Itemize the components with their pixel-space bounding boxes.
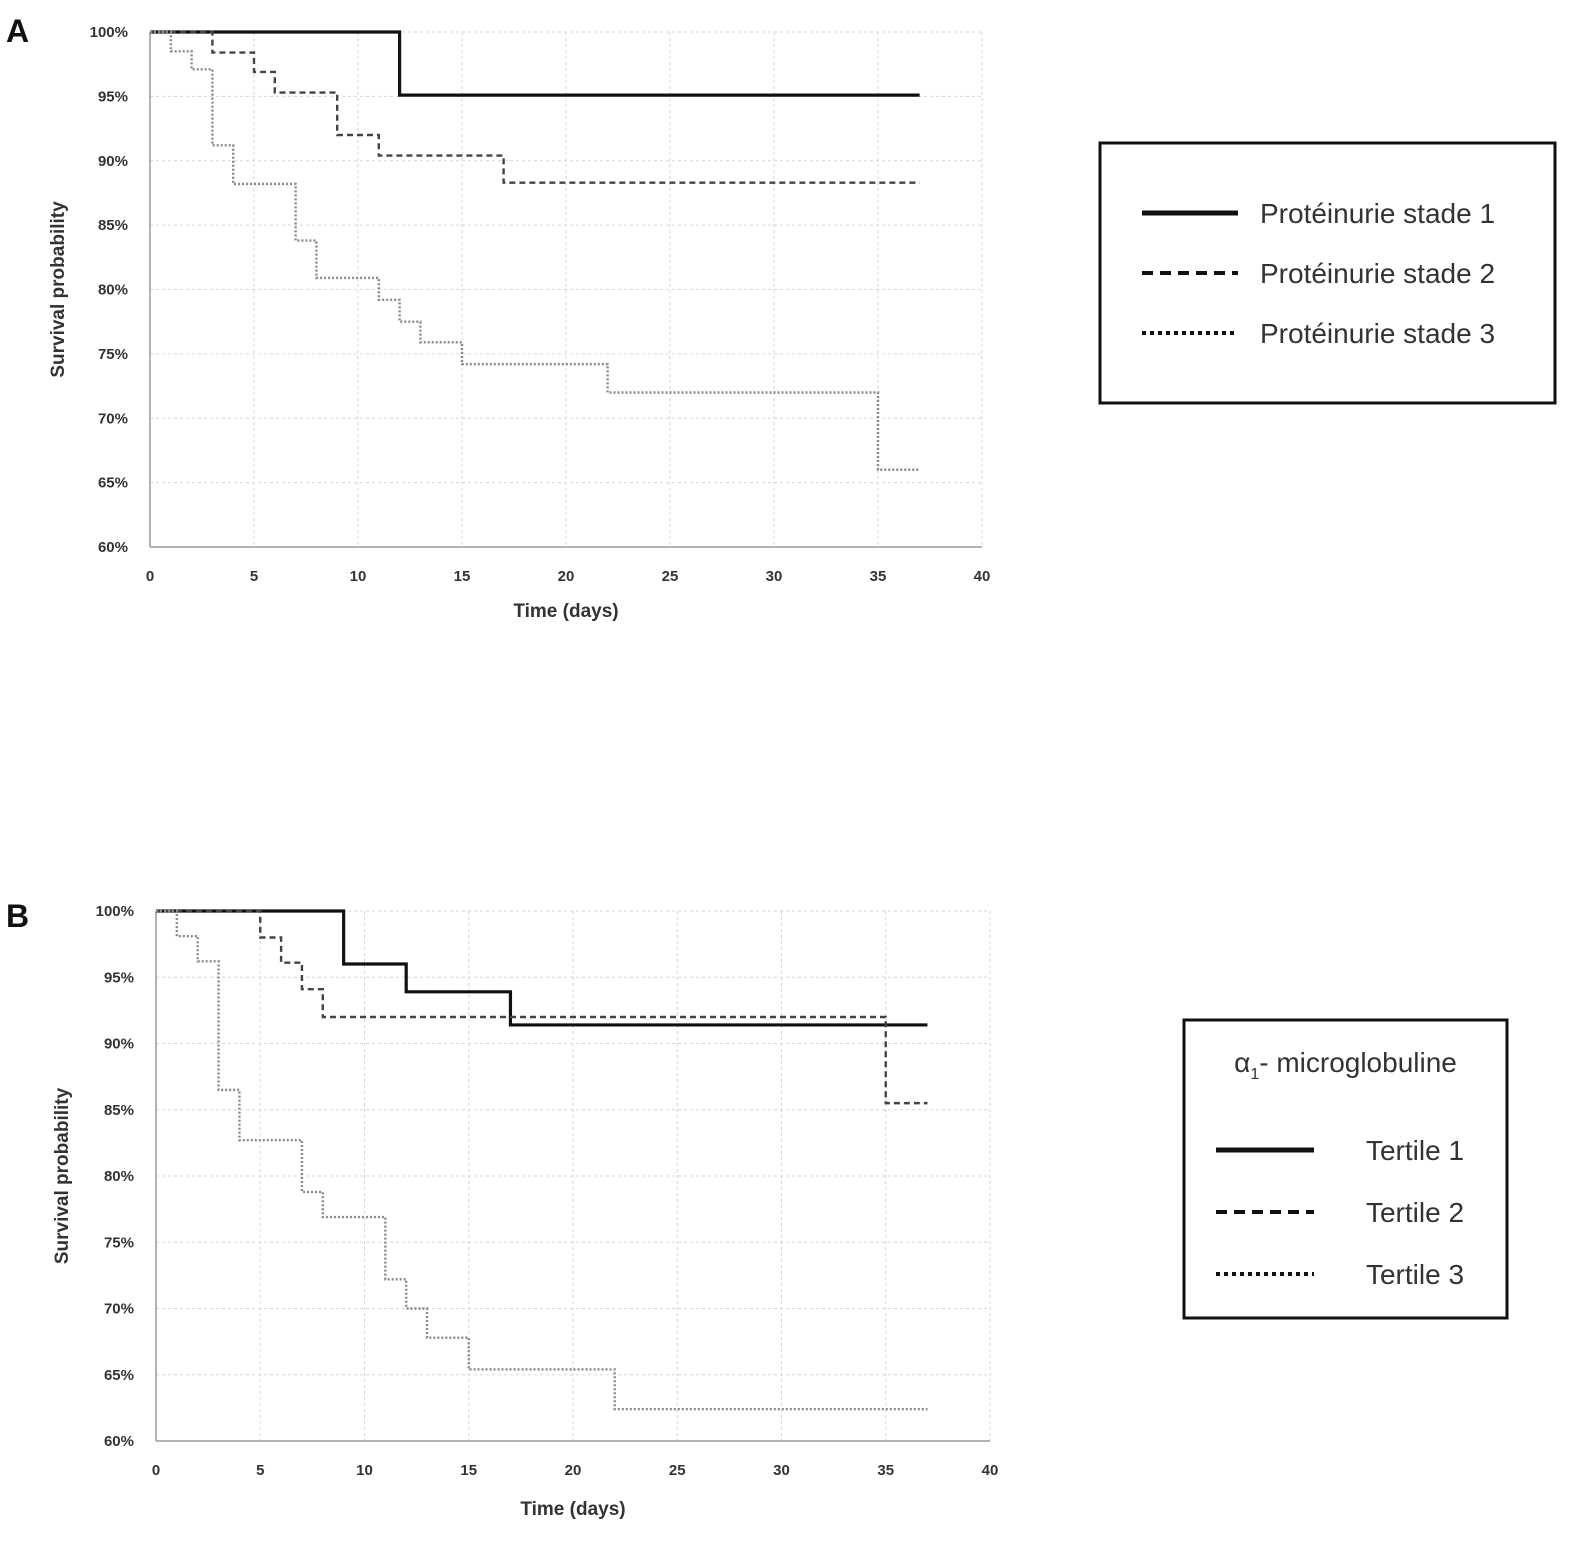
x-tick-label: 40 (974, 568, 991, 585)
series-line-1 (150, 30, 920, 97)
legend-title: α1- microglobuline (1234, 1047, 1457, 1083)
y-tick-label: 80% (104, 1168, 134, 1185)
x-axis-title: Time (days) (520, 1499, 625, 1520)
y-tick-label: 80% (98, 282, 128, 299)
series-line-3 (156, 909, 928, 1411)
legend-label-3: Tertile 3 (1366, 1259, 1464, 1290)
x-tick-label: 35 (877, 1462, 894, 1479)
panel-letter: A (6, 13, 29, 49)
x-tick-label: 30 (766, 568, 783, 585)
x-tick-label: 15 (454, 568, 471, 585)
legend: Protéinurie stade 1 Protéinurie stade 2 Pr… (1098, 141, 1557, 405)
x-tick-label: 20 (565, 1462, 582, 1479)
x-tick-label: 40 (982, 1462, 999, 1479)
x-tick-label: 0 (146, 568, 154, 585)
y-tick-label: 75% (98, 346, 128, 363)
y-axis-title: Survival probability (52, 1087, 73, 1264)
y-tick-label: 70% (104, 1301, 134, 1318)
x-tick-label: 35 (870, 568, 887, 585)
y-tick-label: 60% (104, 1433, 134, 1450)
legend-box (1182, 1018, 1509, 1320)
x-tick-label: 15 (460, 1462, 477, 1479)
y-tick-label: 95% (104, 969, 134, 986)
x-tick-label: 5 (256, 1462, 264, 1479)
y-axis-title: Survival probability (48, 201, 69, 378)
x-tick-label: 0 (152, 1462, 160, 1479)
x-axis-title: Time (days) (513, 601, 618, 622)
x-tick-label: 10 (350, 568, 367, 585)
y-tick-label: 60% (98, 539, 128, 556)
y-tick-label: 65% (104, 1367, 134, 1384)
series-line-2 (150, 30, 920, 184)
y-tick-label: 85% (98, 217, 128, 234)
panel-a: A 0 5 10 15 20 25 30 35 40 60% 65% 70% 75% 80% 85% 90% 95… (6, 13, 1557, 622)
y-tick-label: 100% (90, 24, 128, 41)
y-tick-label: 70% (98, 410, 128, 427)
legend: α1- microglobuline Tertile 1 Tertile 2 Tert… (1182, 1018, 1509, 1320)
y-tick-label: 100% (96, 903, 134, 920)
legend-box (1098, 141, 1557, 405)
series-line-1 (156, 909, 928, 1027)
legend-label-1: Tertile 1 (1366, 1135, 1464, 1166)
y-tick-label: 85% (104, 1102, 134, 1119)
x-tick-label: 30 (773, 1462, 790, 1479)
panel-letter: B (6, 898, 29, 934)
x-tick-label: 10 (356, 1462, 373, 1479)
series-line-3 (150, 30, 920, 471)
legend-label-1: Protéinurie stade 1 (1260, 198, 1495, 229)
legend-label-2: Tertile 2 (1366, 1197, 1464, 1228)
y-tick-label: 95% (98, 88, 128, 105)
panel-b: B 0 5 10 15 20 25 30 35 40 60% 65% 70% 75% 80% 85% 90% 95… (6, 898, 1509, 1520)
x-tick-label: 5 (250, 568, 258, 585)
legend-label-2: Protéinurie stade 2 (1260, 258, 1495, 289)
series-line-2 (156, 909, 928, 1105)
legend-label-3: Protéinurie stade 3 (1260, 318, 1495, 349)
y-tick-label: 75% (104, 1234, 134, 1251)
x-tick-label: 20 (558, 568, 575, 585)
y-tick-label: 65% (98, 475, 128, 492)
x-tick-label: 25 (669, 1462, 686, 1479)
y-tick-label: 90% (104, 1036, 134, 1053)
x-tick-label: 25 (662, 568, 679, 585)
y-tick-label: 90% (98, 153, 128, 170)
